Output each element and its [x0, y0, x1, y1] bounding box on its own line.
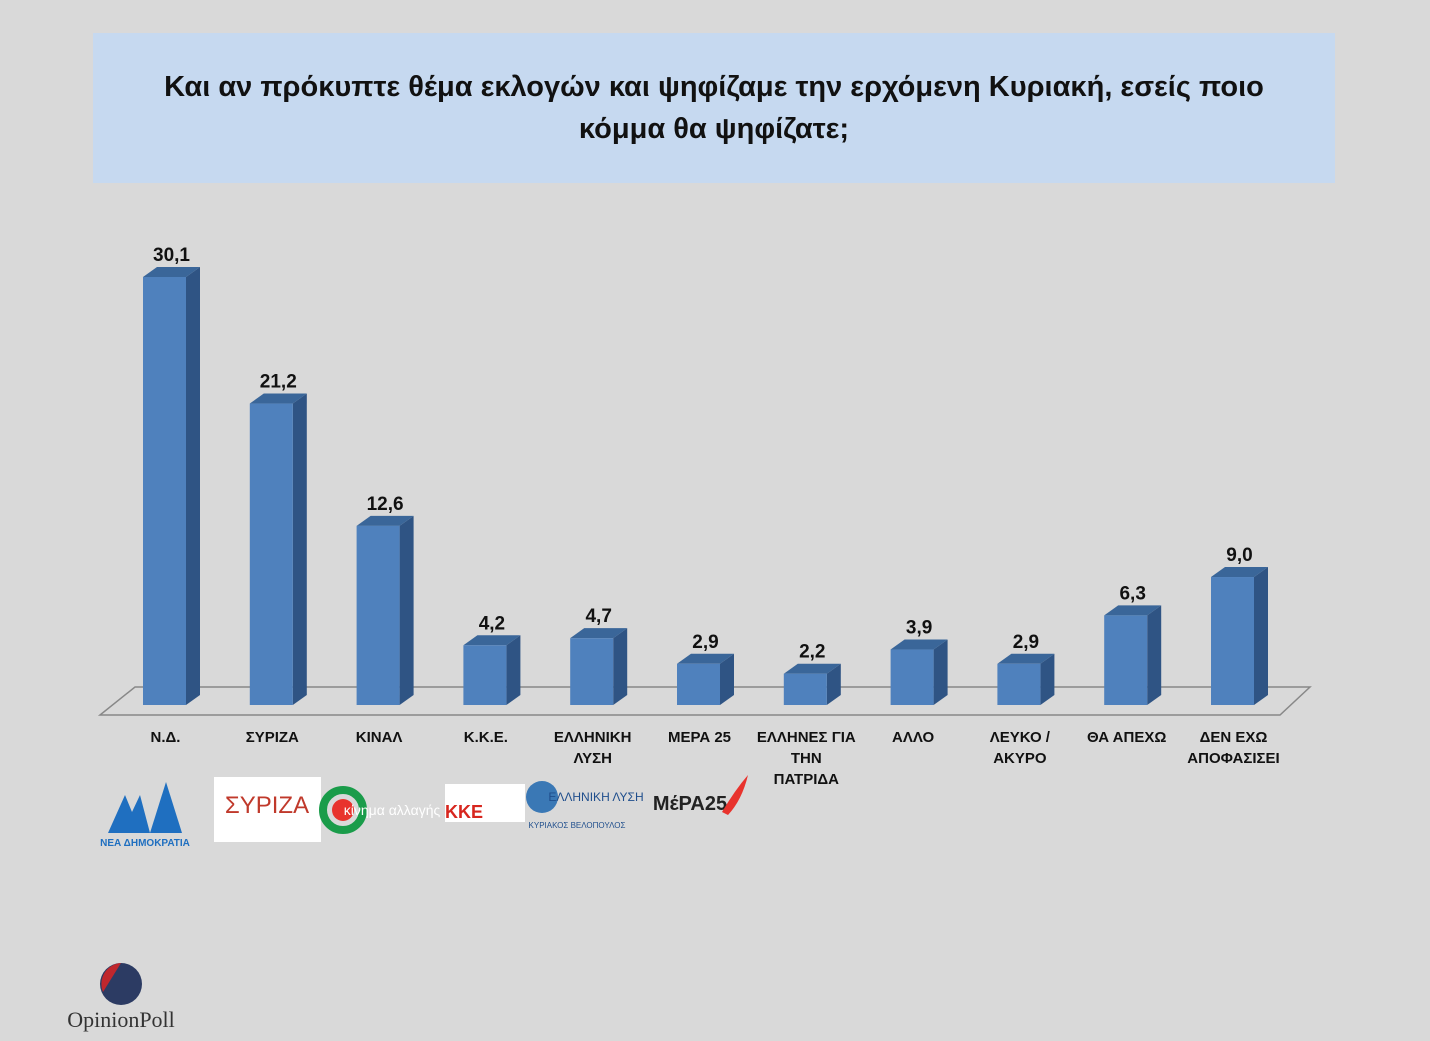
title-box: Και αν πρόκυπτε θέμα εκλογών και ψηφίζαμ…: [93, 33, 1335, 183]
brand: OpinionPoll: [67, 1007, 175, 1032]
bar-top: [1104, 605, 1162, 616]
category-label: ΔΕΝ ΕΧΩ ΑΠΟΦΑΣΙΣΕΙ: [1187, 729, 1280, 767]
value-label: 30,1: [153, 245, 190, 266]
logo-mera: [722, 775, 748, 815]
bar: [783, 673, 827, 705]
logo-kke: [445, 784, 525, 822]
logo-text: ΝΕΑ ΔΗΜΟΚΡΑΤΙΑ: [100, 838, 190, 849]
category-label: ΜΕΡΑ 25: [667, 729, 732, 746]
value-label: 4,7: [585, 606, 611, 627]
bar-side: [186, 267, 200, 705]
value-label: 2,9: [1013, 632, 1039, 653]
bar-side: [720, 653, 734, 705]
value-label: 3,9: [906, 618, 932, 639]
logo-syriza: [214, 777, 321, 842]
logo-text: κίνημα αλλαγής: [344, 802, 441, 818]
bar-top: [1211, 567, 1268, 578]
bar: [997, 663, 1041, 705]
logo-text: ΚΥΡΙΑΚΟΣ ΒΕΛΟΠΟΥΛΟΣ: [529, 821, 626, 830]
logo-kinal: [332, 799, 354, 821]
logo-text: ΜέΡΑ25: [653, 793, 727, 815]
bar: [249, 403, 293, 705]
bar-top: [249, 393, 307, 404]
bar-top: [143, 267, 200, 277]
bar: [463, 645, 507, 705]
bar-top: [356, 515, 414, 526]
value-label: 4,2: [479, 613, 505, 634]
logo-text: ΚΚΕ: [445, 802, 483, 822]
bar-side: [399, 515, 414, 705]
bar-side: [613, 628, 628, 705]
logo-text: ΕΛΛΗΝΙΚΗ ΛΥΣΗ: [548, 790, 643, 804]
bar-side: [1254, 567, 1268, 705]
bar-top: [997, 653, 1055, 664]
category-label: ΣΥΡΙΖΑ: [245, 729, 299, 746]
value-label: 2,2: [799, 642, 825, 663]
bar-side: [826, 663, 841, 705]
bar-top: [783, 663, 841, 674]
logo-kinal: [319, 786, 367, 834]
value-label: 2,9: [692, 632, 718, 653]
category-label: ΕΛΛΗΝΙΚΗ ΛΥΣΗ: [553, 729, 632, 767]
category-label: Ν.Δ.: [150, 729, 181, 746]
logo-el: [526, 781, 558, 813]
value-label: 21,2: [260, 372, 297, 393]
category-label: Κ.Κ.Ε.: [463, 729, 508, 746]
category-label: ΕΛΛΗΝΕΣ ΓΙΑ ΤΗΝ ΠΑΤΡΙΔΑ: [756, 729, 856, 788]
logo-nd: ΝΕΑ ΔΗΜΟΚΡΑΤΙΑ: [100, 782, 190, 849]
category-label: ΛΕΥΚΟ / ΑΚΥΡΟ: [989, 729, 1050, 767]
chart-title: Και αν πρόκυπτε θέμα εκλογών και ψηφίζαμ…: [164, 71, 1264, 145]
bar-side: [1147, 605, 1162, 705]
value-label: 12,6: [367, 494, 404, 515]
logo-text: ΣΥΡΙΖΑ: [225, 792, 309, 819]
bar: [890, 649, 934, 705]
category-label: ΚΙΝΑΛ: [355, 729, 403, 746]
value-label: 6,3: [1119, 583, 1145, 604]
bar-top: [463, 635, 521, 646]
bar-top: [677, 653, 734, 664]
bar: [356, 525, 400, 705]
value-label: 9,0: [1226, 545, 1252, 566]
bar-side: [506, 635, 521, 705]
bar: [570, 638, 614, 705]
bar: [677, 663, 720, 705]
bar-side: [933, 639, 948, 705]
bar-side: [1040, 653, 1055, 705]
bar: [143, 277, 186, 705]
category-label: ΘΑ ΑΠΕΧΩ: [1086, 729, 1167, 746]
category-label: ΑΛΛΟ: [892, 729, 935, 746]
bar-side: [292, 393, 307, 705]
bar: [1104, 615, 1148, 705]
brand-logo: [101, 963, 121, 992]
bar-top: [570, 628, 628, 639]
bar: [1211, 577, 1254, 705]
bar-top: [890, 639, 948, 650]
